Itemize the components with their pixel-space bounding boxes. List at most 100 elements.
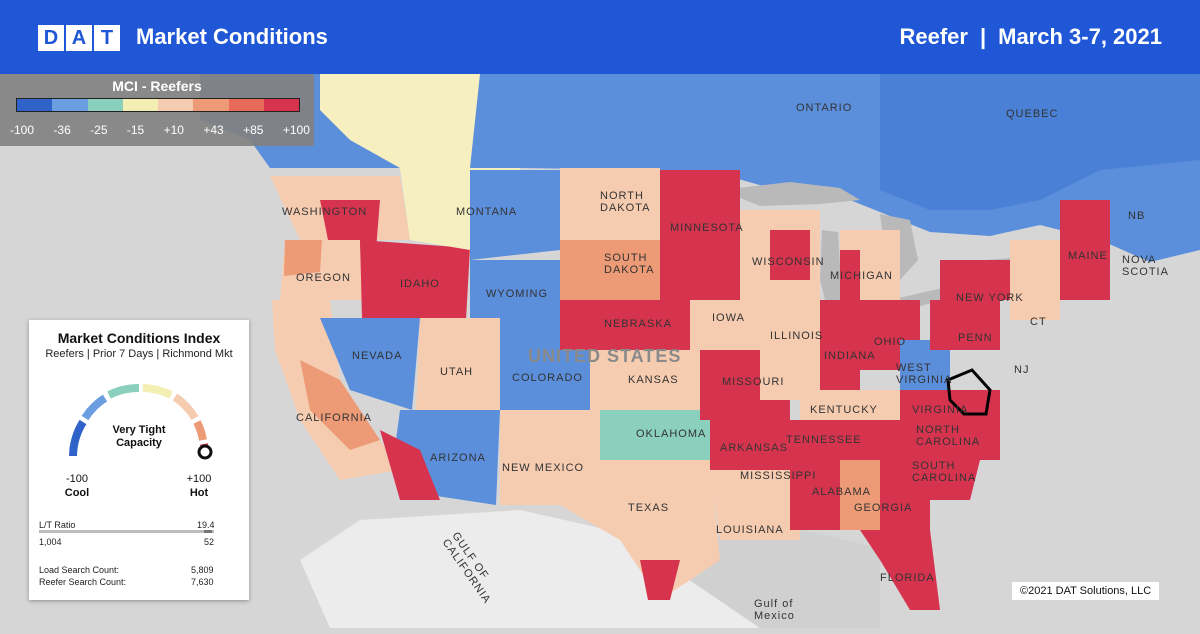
date-range: March 3-7, 2021 bbox=[998, 24, 1162, 49]
gauge-arc-neutral bbox=[107, 383, 140, 399]
new-england-region bbox=[1010, 240, 1060, 320]
label-nova-scotia: Nova Scotia bbox=[1122, 254, 1169, 278]
label-wyoming: Wyoming bbox=[486, 288, 548, 300]
california-warm bbox=[300, 360, 380, 450]
logo-letter: D bbox=[38, 25, 64, 51]
gauge-hot-label: Hot bbox=[189, 487, 209, 499]
loads-count: 1,004 bbox=[39, 537, 62, 547]
louisiana-region bbox=[710, 470, 800, 540]
status-line: Very Tight bbox=[112, 424, 166, 436]
label-michigan: Michigan bbox=[830, 270, 893, 282]
south-dakota-region bbox=[560, 240, 660, 300]
legend-title: MCI - Reefers bbox=[112, 78, 202, 94]
label-texas: Texas bbox=[628, 502, 670, 514]
label-washington: Washington bbox=[282, 206, 368, 218]
label-utah: Utah bbox=[440, 366, 474, 378]
bc-yellow-region bbox=[320, 74, 480, 168]
label-arkansas: Arkansas bbox=[720, 442, 788, 454]
label-south-carolina: South Carolina bbox=[912, 460, 977, 484]
lt-ratio-label: L/T Ratio bbox=[39, 520, 76, 530]
oklahoma-region bbox=[600, 410, 710, 460]
gauge-status: Very Tight Capacity bbox=[99, 424, 179, 450]
kansas-region bbox=[590, 350, 700, 410]
lake-superior bbox=[720, 182, 860, 206]
reefer-search-value: 7,630 bbox=[191, 577, 214, 587]
indiana-region bbox=[820, 300, 860, 390]
arkansas-region bbox=[710, 420, 790, 470]
gauge-arc-warm2 bbox=[193, 420, 207, 441]
legend-color-swatch bbox=[17, 99, 53, 111]
legend-tick: -36 bbox=[53, 123, 71, 137]
florida-region bbox=[860, 530, 940, 610]
logo-letter: T bbox=[94, 25, 120, 51]
equipment-type: Reefer bbox=[899, 24, 968, 49]
label-gulf-mexico: Gulf of Mexico bbox=[754, 598, 795, 622]
alabama-region bbox=[840, 460, 880, 530]
west-virginia-region bbox=[900, 340, 950, 400]
label-new-mexico: New Mexico bbox=[502, 462, 585, 474]
label-idaho: Idaho bbox=[400, 278, 440, 290]
mci-legend: MCI - Reefers -100 -36 -25 -15 +10 +43 +… bbox=[0, 74, 314, 146]
iowa-region bbox=[690, 300, 760, 350]
legend-tick: -100 bbox=[10, 123, 35, 137]
label-south-dakota: South Dakota bbox=[604, 252, 655, 276]
app-title: Market Conditions bbox=[136, 24, 328, 49]
wisconsin-hot bbox=[770, 230, 810, 280]
card-title: Market Conditions Index bbox=[57, 330, 221, 346]
load-search-label: Load Search Count: bbox=[39, 565, 120, 575]
label-iowa: Iowa bbox=[712, 312, 745, 324]
legend-color-swatch bbox=[193, 99, 229, 111]
card-subtitle: Reefers | Prior 7 Days | Richmond Mkt bbox=[45, 348, 233, 360]
montana-cool bbox=[470, 170, 560, 260]
label-alabama: Alabama bbox=[812, 486, 871, 498]
wyoming-region bbox=[470, 260, 560, 330]
label-north-dakota: North Dakota bbox=[600, 190, 651, 214]
label-louisiana: Louisiana bbox=[716, 524, 784, 536]
minnesota-region bbox=[660, 170, 740, 300]
label-west-virginia: West Virginia bbox=[896, 362, 953, 386]
label-ontario: Ontario bbox=[796, 102, 853, 114]
legend-tick: -15 bbox=[126, 123, 145, 137]
load-search-value: 5,809 bbox=[191, 565, 214, 575]
label-new-york: New York bbox=[956, 292, 1024, 304]
dat-logo: D A T bbox=[38, 25, 120, 51]
status-line: Capacity bbox=[116, 437, 162, 449]
gauge-max: +100 bbox=[186, 473, 212, 485]
gauge-arc-mid bbox=[142, 384, 173, 399]
label-wisconsin: Wisconsin bbox=[752, 256, 825, 268]
penn-region bbox=[930, 300, 1000, 350]
label-united-states: United States bbox=[528, 346, 682, 366]
market-conditions-card: Market Conditions Index Reefers | Prior … bbox=[29, 320, 249, 600]
mississippi-region bbox=[790, 460, 840, 530]
lt-ratio-value: 19.4 bbox=[197, 520, 215, 530]
lt-ratio-bar-fill bbox=[204, 530, 212, 533]
gauge-arc-warm bbox=[172, 393, 199, 421]
az-hot bbox=[380, 430, 440, 500]
oregon-warm bbox=[284, 240, 322, 276]
tennessee-region bbox=[790, 420, 900, 460]
legend-tick: +43 bbox=[203, 123, 224, 137]
georgia-region bbox=[880, 460, 930, 530]
legend-color-scale bbox=[16, 98, 300, 112]
north-carolina-region bbox=[900, 420, 1000, 460]
legend-color-swatch bbox=[158, 99, 194, 111]
label-california: California bbox=[296, 412, 373, 424]
label-oregon: Oregon bbox=[296, 272, 351, 284]
nevada-region bbox=[320, 318, 420, 410]
legend-color-swatch bbox=[228, 99, 264, 111]
legend-color-swatch bbox=[52, 99, 88, 111]
label-nj: NJ bbox=[1014, 364, 1030, 376]
idaho-region bbox=[360, 240, 470, 320]
gauge-cool-label: Cool bbox=[64, 487, 90, 499]
logo-letter: A bbox=[66, 25, 92, 51]
label-missouri: Missouri bbox=[722, 376, 785, 388]
label-georgia: Georgia bbox=[854, 502, 913, 514]
legend-ticks: -100 -36 -25 -15 +10 +43 +85 +100 bbox=[10, 123, 310, 137]
south-carolina-region bbox=[920, 460, 980, 500]
gauge-arc-cool2 bbox=[81, 394, 108, 421]
header-bar: D A T Market Conditions Reefer | March 3… bbox=[0, 0, 1200, 74]
header-separator: | bbox=[979, 24, 987, 49]
header-context: Reefer | March 3-7, 2021 bbox=[899, 24, 1162, 50]
label-mississippi: Mississippi bbox=[740, 470, 817, 482]
mci-heat-map[interactable] bbox=[0, 74, 1200, 628]
